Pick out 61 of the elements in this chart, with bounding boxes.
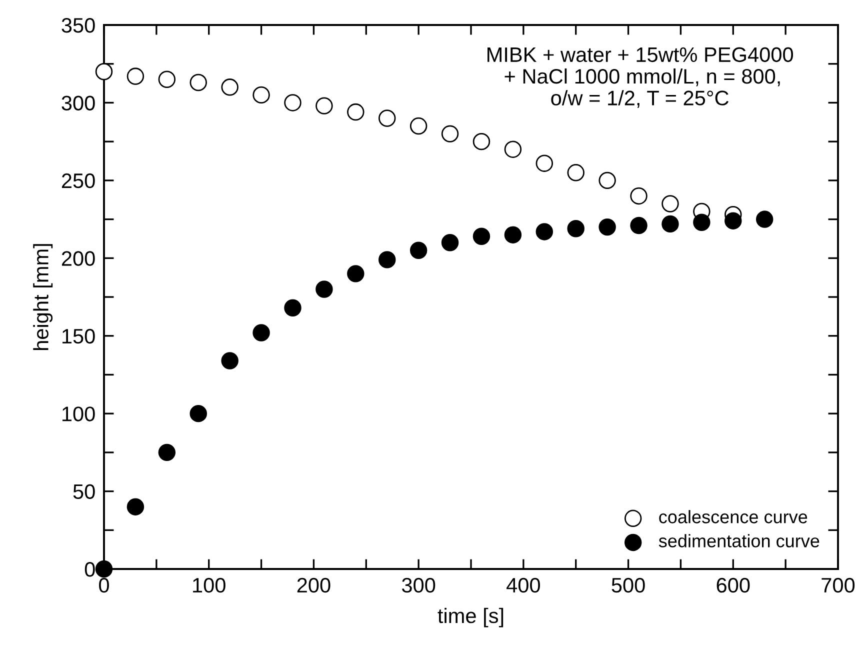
point bbox=[410, 117, 428, 135]
y-tick-label: 0 bbox=[84, 562, 95, 577]
point bbox=[504, 226, 522, 244]
point bbox=[126, 68, 144, 85]
point bbox=[598, 172, 616, 190]
point bbox=[221, 78, 238, 96]
y-tick-label: 250 bbox=[62, 173, 95, 188]
point bbox=[252, 324, 270, 342]
x-tick-label: 0 bbox=[99, 578, 109, 593]
point bbox=[662, 195, 679, 212]
point bbox=[284, 299, 302, 316]
point bbox=[316, 97, 333, 114]
point bbox=[378, 110, 396, 127]
y-tick-label: 300 bbox=[62, 96, 95, 110]
y-axis-title: height [mm] bbox=[33, 244, 53, 350]
point bbox=[190, 404, 207, 422]
point bbox=[252, 86, 270, 104]
point bbox=[158, 444, 176, 462]
point bbox=[378, 251, 396, 268]
legend-label: coalescence curve bbox=[659, 510, 808, 524]
point bbox=[347, 103, 364, 121]
x-tick-label: 500 bbox=[612, 578, 645, 593]
legend-label: sedimentation curve bbox=[658, 534, 820, 548]
point bbox=[441, 234, 459, 252]
x-tick-label: 200 bbox=[297, 578, 330, 593]
point bbox=[284, 94, 302, 112]
point bbox=[630, 187, 648, 205]
point bbox=[95, 63, 113, 80]
y-tick-label: 200 bbox=[62, 251, 95, 266]
annotation: MIBK + water + 15wt% PEG4000 + NaCl 1000 mmol/L, n = 800, o/w = 1/2, T = 25°C bbox=[488, 47, 794, 108]
point bbox=[693, 214, 710, 232]
point bbox=[536, 154, 554, 172]
point bbox=[347, 265, 364, 282]
x-tick-label: 100 bbox=[193, 578, 226, 593]
point bbox=[410, 242, 428, 259]
point bbox=[441, 125, 459, 142]
point bbox=[316, 280, 333, 298]
point bbox=[724, 212, 742, 230]
point bbox=[472, 132, 490, 150]
point bbox=[221, 352, 238, 370]
point bbox=[756, 210, 774, 228]
y-tick-label: 150 bbox=[62, 328, 95, 344]
x-tick-label: 600 bbox=[716, 578, 750, 593]
point bbox=[567, 164, 584, 182]
point bbox=[662, 215, 679, 233]
point bbox=[536, 223, 554, 240]
y-tick-label: 50 bbox=[73, 484, 95, 500]
point bbox=[567, 220, 584, 238]
x-axis-title: time [s] bbox=[438, 608, 504, 628]
point bbox=[598, 218, 616, 236]
x-tick-label: 400 bbox=[506, 578, 540, 593]
x-tick-label: 700 bbox=[822, 578, 855, 593]
point bbox=[126, 498, 144, 516]
x-tick-label: 300 bbox=[402, 578, 436, 593]
point bbox=[472, 228, 490, 245]
point bbox=[190, 74, 207, 92]
y-tick-label: 100 bbox=[62, 406, 95, 422]
y-tick-label: 350 bbox=[62, 18, 95, 33]
point bbox=[630, 216, 648, 234]
point bbox=[504, 140, 522, 158]
point bbox=[158, 70, 176, 88]
